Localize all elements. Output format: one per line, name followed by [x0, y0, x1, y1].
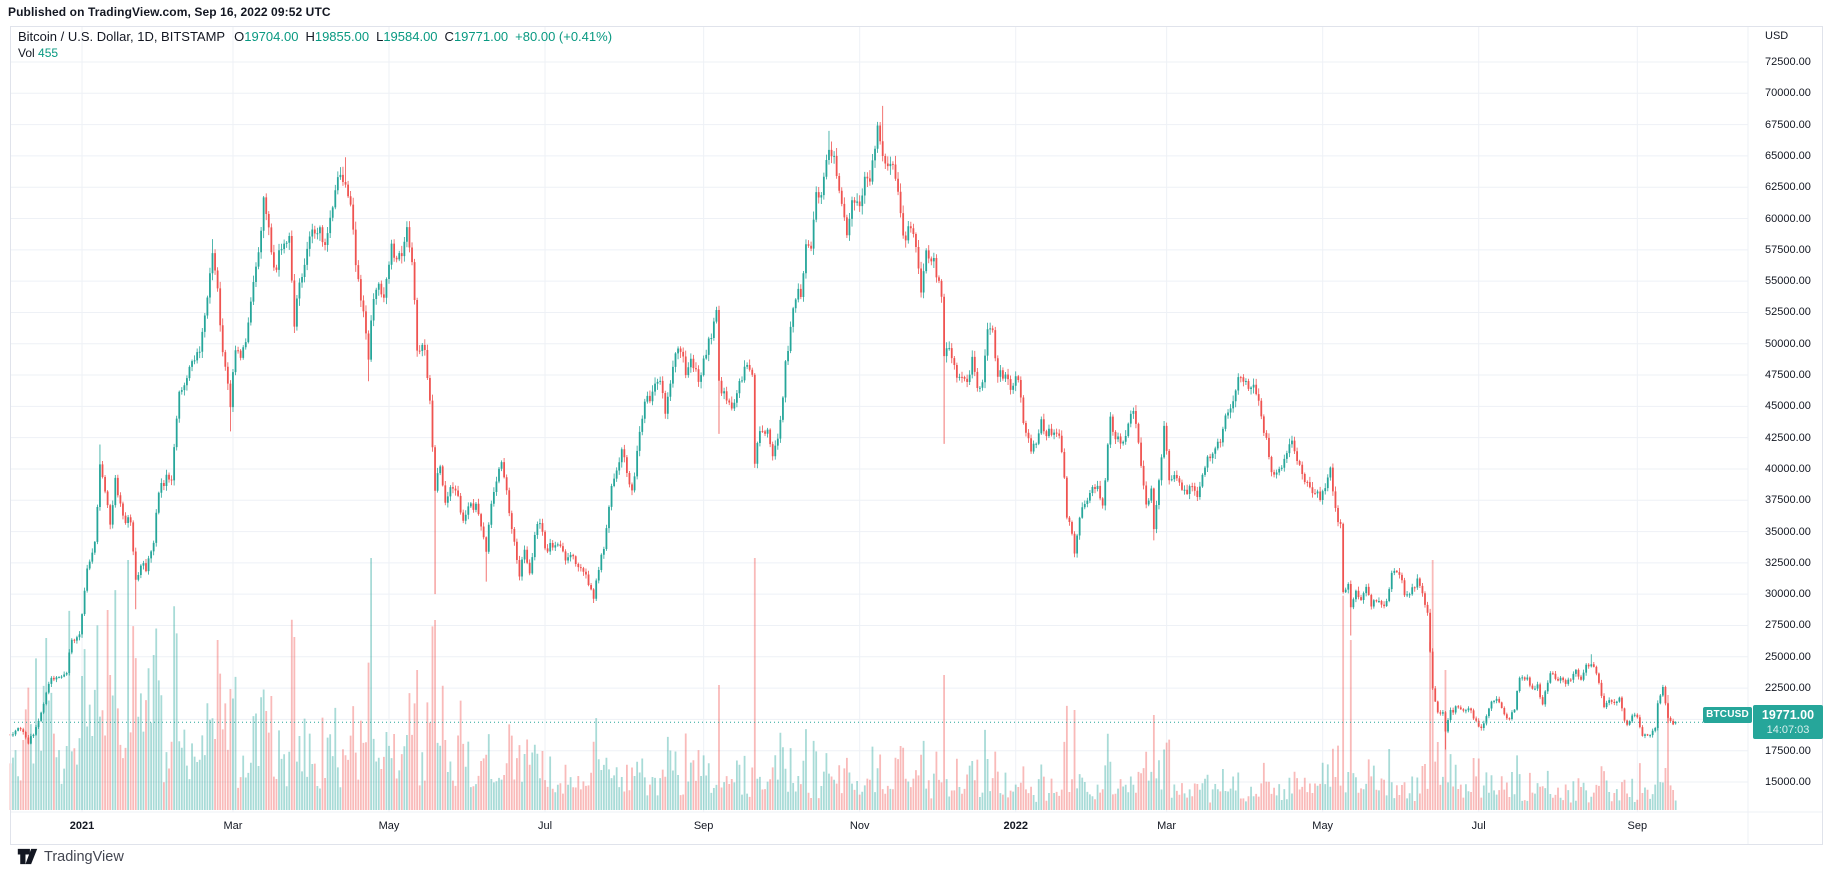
- time-tick-label: Mar: [223, 820, 243, 832]
- time-tick-label: May: [378, 820, 400, 832]
- volume-value: 455: [38, 46, 59, 60]
- open-label: O: [234, 29, 245, 44]
- published-text: Published on TradingView.com, Sep 16, 20…: [8, 5, 331, 19]
- volume-bars-up: [12, 558, 1677, 810]
- time-tick-label: Nov: [849, 820, 870, 832]
- price-tick-label: 15000.00: [1765, 776, 1811, 788]
- bar-countdown: 14:07:03: [1766, 724, 1810, 736]
- chart-frame: [10, 26, 1823, 845]
- time-tick-label: 2022: [1003, 820, 1028, 832]
- high-label: H: [305, 29, 315, 44]
- price-tick-label: 55000.00: [1765, 275, 1811, 288]
- price-tick-label: 70000.00: [1765, 87, 1811, 100]
- tradingview-brand-name: TradingView: [44, 848, 124, 865]
- time-tick-label: Sep: [693, 820, 714, 832]
- price-tick-label: 22500.00: [1765, 682, 1811, 695]
- open-value: 19704.00: [244, 29, 299, 44]
- high-value: 19855.00: [314, 29, 370, 44]
- change-value: +80.00 (+0.41%): [515, 29, 613, 44]
- time-tick-label: 2021: [69, 820, 95, 832]
- tradingview-brand[interactable]: TradingView: [17, 848, 124, 865]
- price-tick-label: 30000.00: [1765, 588, 1811, 601]
- price-tick-label: 62500.00: [1765, 181, 1811, 194]
- price-tick-label: 72500.00: [1765, 56, 1811, 68]
- footer-bar: TradingView: [0, 845, 1834, 871]
- price-tick-label: 17500.00: [1765, 744, 1811, 757]
- price-tick-label: 47500.00: [1765, 369, 1811, 382]
- time-tick-label: May: [1312, 820, 1334, 832]
- time-tick-label: Jul: [538, 820, 553, 832]
- close-label: C: [444, 29, 454, 44]
- price-tick-label: 32500.00: [1765, 556, 1811, 569]
- low-label: L: [376, 29, 384, 44]
- price-tick-label: 40000.00: [1765, 462, 1811, 475]
- price-tick-label: 67500.00: [1765, 118, 1811, 131]
- price-tick-label: 27500.00: [1765, 619, 1811, 632]
- price-tick-label: 52500.00: [1765, 306, 1811, 319]
- price-tick-label: 35000.00: [1765, 525, 1811, 538]
- time-tick-label: Jul: [1471, 820, 1486, 832]
- last-price-box: 19771.00 14:07:03: [1753, 705, 1823, 739]
- price-tick-label: 45000.00: [1765, 400, 1811, 413]
- price-tick-label: 37500.00: [1765, 494, 1811, 507]
- volume-label: Vol: [18, 46, 35, 60]
- grid-lines: [10, 26, 1748, 812]
- last-price-value: 19771.00: [1761, 708, 1815, 722]
- low-value: 19584.00: [383, 29, 438, 44]
- legend-volume-row: Vol 455: [18, 46, 612, 60]
- price-tick-label: 25000.00: [1765, 650, 1811, 663]
- price-tick-label: 57500.00: [1765, 243, 1811, 256]
- legend-symbol-row: Bitcoin / U.S. Dollar, 1D, BITSTAMP O1970…: [18, 29, 612, 44]
- price-tick-label: 50000.00: [1765, 337, 1811, 350]
- price-axis[interactable]: USD 72500.00 70000.00 67500.00 65000.00 6250…: [1748, 26, 1823, 812]
- time-axis[interactable]: 2021 Mar May Jul Sep Nov 2022 Mar May Jul Sep: [10, 813, 1748, 845]
- published-bar: Published on TradingView.com, Sep 16, 20…: [0, 0, 1834, 26]
- volume-bars-down: [9, 558, 1675, 810]
- price-tick-label: 60000.00: [1765, 212, 1811, 225]
- time-tick-label: Sep: [1627, 820, 1648, 832]
- close-value: 19771.00: [453, 29, 509, 44]
- price-tick-label: 65000.00: [1765, 149, 1811, 162]
- time-tick-label: Mar: [1157, 820, 1177, 832]
- currency-label: USD: [1765, 30, 1789, 42]
- symbol-chip: BTCUSD: [1703, 707, 1752, 723]
- price-tick-label: 42500.00: [1765, 431, 1811, 444]
- symbol-title[interactable]: Bitcoin / U.S. Dollar, 1D, BITSTAMP: [18, 29, 226, 44]
- tradingview-logo-icon: [17, 848, 38, 865]
- chart-legend: Bitcoin / U.S. Dollar, 1D, BITSTAMP O1970…: [18, 29, 612, 60]
